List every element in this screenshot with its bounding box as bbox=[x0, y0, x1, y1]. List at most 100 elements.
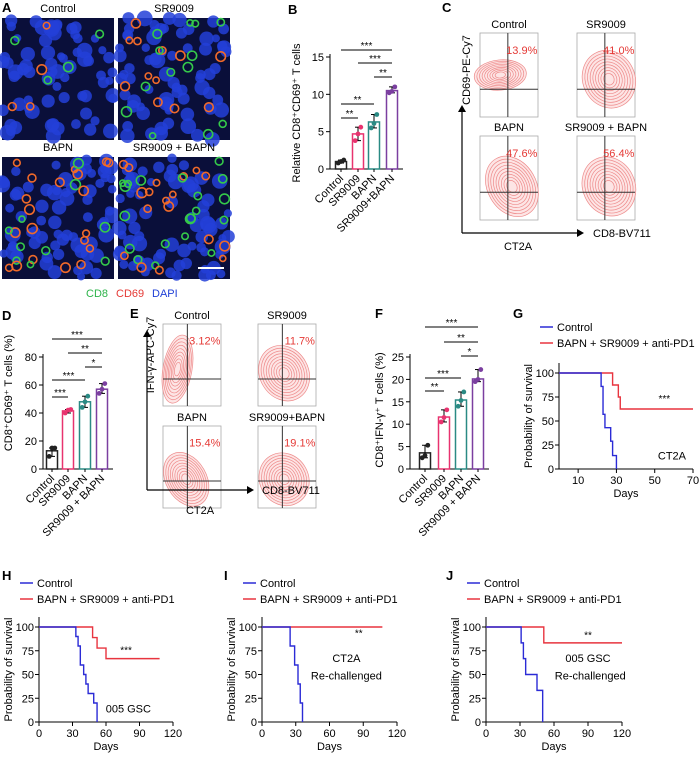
stained-cell bbox=[85, 244, 95, 253]
nucleus bbox=[178, 160, 190, 171]
nucleus bbox=[165, 267, 176, 279]
stained-cell bbox=[25, 101, 35, 111]
arrowhead-right-icon bbox=[247, 486, 254, 494]
nucleus bbox=[71, 119, 81, 130]
y-tick-label: 25 bbox=[469, 693, 481, 705]
stained-cell bbox=[95, 29, 105, 39]
x-tick-label: 0 bbox=[259, 728, 265, 740]
scale-bar bbox=[198, 267, 224, 269]
stain-legend-cd8: CD8 bbox=[86, 288, 108, 300]
data-point bbox=[99, 386, 105, 392]
chart-annotation: 005 GSC bbox=[106, 704, 151, 716]
nucleus bbox=[24, 104, 40, 119]
contour-line bbox=[258, 345, 310, 402]
nucleus bbox=[73, 33, 83, 44]
arrowhead-up-icon bbox=[143, 330, 151, 337]
quadrant-percent: 11.7% bbox=[285, 336, 316, 348]
y-tick-label: 75 bbox=[22, 646, 34, 658]
nucleus bbox=[136, 102, 145, 112]
flow-y-axis-label: CD69-PE-Cy7 bbox=[461, 35, 473, 105]
stained-cell bbox=[54, 177, 65, 188]
stained-cell bbox=[26, 260, 35, 269]
nucleus bbox=[51, 160, 61, 170]
x-tick-label: 70 bbox=[687, 475, 699, 487]
contour-line bbox=[170, 355, 185, 384]
significance-stars: *** bbox=[361, 41, 373, 52]
stained-cell bbox=[160, 239, 170, 249]
stained-cell bbox=[182, 61, 194, 73]
contour-line bbox=[261, 455, 308, 504]
data-point bbox=[96, 391, 102, 396]
nucleus bbox=[119, 259, 129, 269]
nucleus bbox=[45, 57, 58, 71]
nucleus bbox=[119, 89, 131, 101]
contour-line bbox=[486, 67, 514, 83]
contour-line bbox=[174, 465, 198, 494]
stained-cell bbox=[10, 35, 20, 46]
nucleus bbox=[90, 34, 100, 43]
y-axis-label: Relative CD8⁺CD69⁺ T cells bbox=[291, 43, 303, 182]
panel-letter: A bbox=[2, 0, 12, 15]
nucleus bbox=[97, 164, 112, 179]
x-tick-label: 60 bbox=[323, 728, 335, 740]
stained-cell bbox=[41, 245, 51, 256]
stained-cell bbox=[43, 75, 53, 85]
nucleus bbox=[22, 181, 34, 193]
chart-annotation: CT2A bbox=[332, 653, 361, 665]
contour-line bbox=[167, 348, 188, 390]
quadrant-percent: 47.6% bbox=[506, 148, 537, 160]
panel-letter: I bbox=[224, 568, 228, 583]
contour-line bbox=[268, 356, 300, 391]
y-axis-label: CD8⁺CD69⁺ T cells (%) bbox=[3, 335, 15, 451]
data-point bbox=[392, 84, 398, 90]
nucleus bbox=[58, 92, 70, 104]
panel-letter: J bbox=[446, 568, 453, 583]
stained-cell bbox=[152, 76, 161, 85]
chart-I: 0 25 50 75 100 0 30 60 90 120 Days Probability of s… bbox=[226, 578, 406, 753]
chart-annotation: 005 GSC bbox=[565, 653, 610, 665]
flow-plot-2 bbox=[479, 135, 539, 221]
nucleus bbox=[199, 42, 212, 56]
panel-letter: H bbox=[2, 568, 11, 583]
nucleus bbox=[8, 70, 20, 82]
stained-cell bbox=[169, 103, 180, 114]
bar-3 bbox=[95, 388, 109, 470]
contour-line bbox=[260, 347, 308, 399]
panel-letter: C bbox=[442, 0, 452, 15]
chart-G: 0 25 50 75 100 10 30 50 70 Days Probability of sur… bbox=[523, 322, 699, 500]
nucleus bbox=[82, 212, 93, 223]
chart-annotation: *** bbox=[658, 394, 670, 405]
x-tick-label: 90 bbox=[133, 728, 145, 740]
nucleus bbox=[8, 121, 23, 135]
nucleus bbox=[5, 203, 15, 213]
stained-cell bbox=[76, 259, 86, 270]
stained-cell bbox=[152, 178, 161, 187]
contour-line bbox=[167, 457, 205, 502]
stained-cell bbox=[191, 206, 201, 216]
data-point bbox=[102, 381, 108, 386]
contour-line bbox=[479, 62, 522, 88]
quadrant-percent: 15.4% bbox=[189, 438, 220, 450]
flow-plot-title: SR9009 bbox=[267, 310, 307, 322]
chart-annotation: Re-challenged bbox=[311, 670, 382, 682]
y-tick-label: 0 bbox=[548, 464, 554, 476]
significance-stars: *** bbox=[446, 318, 458, 329]
survival-curve-1 bbox=[39, 626, 160, 660]
contour-line bbox=[494, 71, 506, 79]
nucleus bbox=[172, 12, 187, 28]
y-tick-label: 100 bbox=[463, 622, 481, 634]
nucleus bbox=[195, 69, 206, 80]
nucleus bbox=[154, 121, 169, 136]
stained-cell bbox=[152, 28, 163, 40]
survival-curve-0 bbox=[559, 372, 618, 469]
nucleus bbox=[194, 171, 209, 185]
stained-cell bbox=[166, 67, 176, 77]
stained-cell bbox=[136, 187, 148, 199]
data-point bbox=[389, 88, 395, 94]
micrograph-3 bbox=[112, 153, 235, 282]
nucleus bbox=[117, 230, 127, 240]
y-tick-label: 100 bbox=[536, 368, 554, 380]
contour-line bbox=[581, 156, 637, 217]
